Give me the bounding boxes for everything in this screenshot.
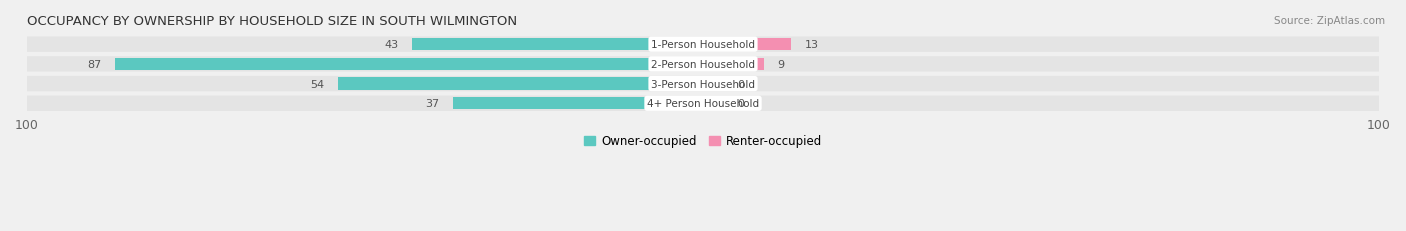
Bar — [337, 78, 703, 90]
FancyBboxPatch shape — [27, 76, 1379, 92]
Text: 43: 43 — [385, 40, 399, 50]
Bar — [412, 39, 703, 51]
Text: 4+ Person Household: 4+ Person Household — [647, 99, 759, 109]
Text: 0: 0 — [737, 99, 744, 109]
Bar — [453, 98, 703, 110]
Bar — [703, 39, 792, 51]
Text: 13: 13 — [804, 40, 818, 50]
Bar — [703, 98, 723, 110]
Text: Source: ZipAtlas.com: Source: ZipAtlas.com — [1274, 16, 1385, 26]
Text: 87: 87 — [87, 60, 101, 70]
Text: 0: 0 — [737, 79, 744, 89]
Bar — [703, 78, 723, 90]
Text: OCCUPANCY BY OWNERSHIP BY HOUSEHOLD SIZE IN SOUTH WILMINGTON: OCCUPANCY BY OWNERSHIP BY HOUSEHOLD SIZE… — [27, 15, 517, 28]
Text: 2-Person Household: 2-Person Household — [651, 60, 755, 70]
FancyBboxPatch shape — [27, 96, 1379, 112]
FancyBboxPatch shape — [27, 37, 1379, 53]
FancyBboxPatch shape — [27, 57, 1379, 72]
Text: 54: 54 — [311, 79, 325, 89]
Text: 1-Person Household: 1-Person Household — [651, 40, 755, 50]
Text: 3-Person Household: 3-Person Household — [651, 79, 755, 89]
Text: 9: 9 — [778, 60, 785, 70]
Legend: Owner-occupied, Renter-occupied: Owner-occupied, Renter-occupied — [579, 130, 827, 152]
Text: 37: 37 — [425, 99, 439, 109]
Bar — [703, 58, 763, 71]
Bar — [115, 58, 703, 71]
